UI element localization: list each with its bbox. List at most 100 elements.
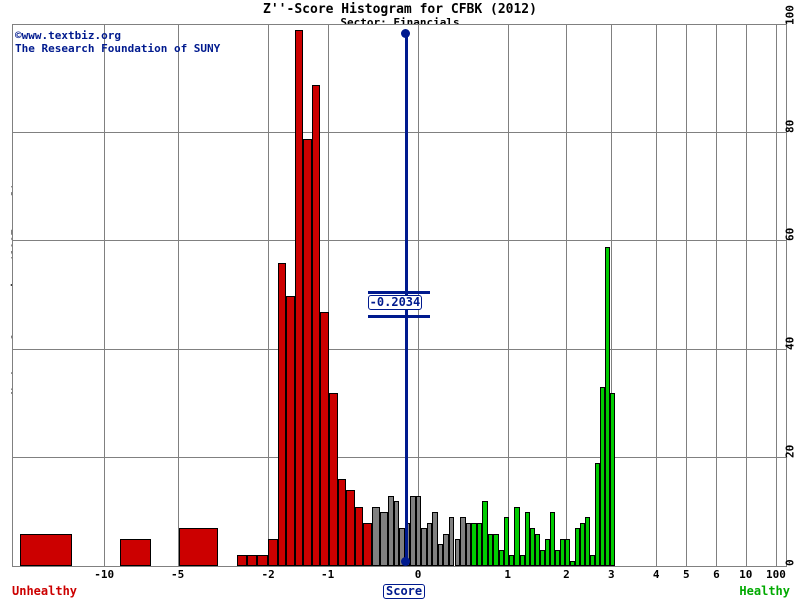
y-axis-tick-label: 60 bbox=[783, 228, 797, 242]
score-marker-dot-top bbox=[401, 29, 411, 38]
histogram-bar bbox=[346, 490, 355, 566]
histogram-bar bbox=[303, 138, 312, 566]
histogram-bar bbox=[329, 392, 338, 566]
y-axis-tick-label: 0 bbox=[783, 559, 797, 566]
gridline-horizontal bbox=[13, 348, 786, 350]
histogram-bar bbox=[574, 528, 580, 566]
gridline-vertical bbox=[268, 25, 270, 566]
histogram-bar bbox=[237, 555, 248, 566]
histogram-bar bbox=[585, 517, 591, 566]
y-axis-tick-label: 40 bbox=[783, 336, 797, 350]
histogram-bar bbox=[286, 295, 295, 566]
histogram-bar bbox=[277, 263, 287, 566]
score-marker-value-label: -0.2034 bbox=[367, 295, 423, 310]
histogram-bar bbox=[20, 533, 73, 566]
histogram-bar bbox=[487, 533, 494, 566]
gridline-vertical bbox=[177, 25, 179, 566]
histogram-bar bbox=[437, 544, 444, 566]
histogram-bar bbox=[257, 555, 268, 566]
unhealthy-zone-label: Unhealthy bbox=[12, 584, 78, 598]
x-axis-tick-label: 5 bbox=[682, 568, 690, 581]
y-axis-tick-label: 100 bbox=[783, 5, 797, 25]
gridline-horizontal bbox=[13, 240, 786, 242]
x-axis-tick-label: 1 bbox=[504, 568, 512, 581]
histogram-bar bbox=[559, 538, 565, 566]
y-axis-tick-label: 20 bbox=[783, 444, 797, 458]
histogram-bar bbox=[498, 549, 505, 566]
watermark-line-2: The Research Foundation of SUNY bbox=[15, 42, 221, 55]
x-axis-label: Score bbox=[383, 584, 426, 599]
histogram-bar bbox=[519, 555, 525, 566]
histogram-bar bbox=[410, 495, 416, 566]
gridline-vertical bbox=[104, 25, 106, 566]
histogram-bar bbox=[294, 30, 304, 566]
gridline-vertical bbox=[775, 25, 777, 566]
gridline-vertical bbox=[611, 25, 613, 566]
histogram-bar bbox=[554, 549, 560, 566]
histogram-bar bbox=[387, 495, 394, 566]
histogram-bar bbox=[363, 522, 372, 566]
histogram-bar bbox=[426, 522, 433, 566]
histogram-bar bbox=[371, 506, 380, 566]
histogram-bar bbox=[448, 517, 455, 566]
y-axis-tick-label: 80 bbox=[783, 119, 797, 134]
x-axis-tick-label: 4 bbox=[652, 568, 660, 581]
histogram-bar bbox=[443, 533, 449, 566]
histogram-bar bbox=[569, 560, 575, 566]
x-axis-tick-label: 3 bbox=[607, 568, 615, 581]
histogram-bar bbox=[393, 501, 400, 566]
histogram-bar bbox=[320, 311, 329, 566]
x-axis-tick-label: 100 bbox=[766, 568, 786, 581]
watermark: ©www.textbiz.org The Research Foundation… bbox=[15, 29, 220, 55]
gridline-horizontal bbox=[13, 456, 786, 458]
histogram-bar bbox=[504, 517, 510, 566]
histogram-bar bbox=[600, 387, 606, 566]
gridline-vertical bbox=[716, 25, 718, 566]
score-marker-bracket bbox=[367, 291, 430, 294]
histogram-bar bbox=[337, 479, 347, 566]
x-axis-tick-label: -2 bbox=[261, 568, 275, 581]
gridline-horizontal bbox=[13, 132, 786, 134]
histogram-bar bbox=[399, 528, 405, 566]
histogram-bar bbox=[529, 528, 535, 566]
healthy-zone-label: Healthy bbox=[739, 584, 790, 598]
score-marker-dot-bottom bbox=[401, 557, 411, 566]
histogram-bar bbox=[610, 392, 616, 566]
histogram-bar bbox=[549, 511, 555, 566]
histogram-bar bbox=[605, 246, 611, 566]
histogram-bar bbox=[493, 533, 499, 566]
histogram-bar bbox=[544, 538, 550, 566]
histogram-bar bbox=[311, 84, 321, 566]
histogram-bar bbox=[471, 522, 477, 566]
histogram-bar bbox=[514, 506, 520, 566]
x-axis-tick-label: 10 bbox=[739, 568, 753, 581]
x-axis-tick-label: 6 bbox=[713, 568, 720, 581]
histogram-bar bbox=[120, 538, 152, 566]
histogram-bar bbox=[476, 522, 483, 566]
histogram-bar bbox=[379, 511, 388, 566]
gridline-vertical bbox=[327, 25, 329, 566]
histogram-bar bbox=[482, 501, 488, 566]
gridline-vertical bbox=[566, 25, 568, 566]
histogram-bar bbox=[465, 522, 472, 566]
x-axis-tick-label: -5 bbox=[171, 568, 185, 581]
gridline-vertical bbox=[507, 25, 509, 566]
histogram-bar bbox=[539, 549, 545, 566]
histogram-bar bbox=[564, 538, 570, 566]
histogram-bar bbox=[432, 511, 438, 566]
histogram-bar bbox=[524, 511, 530, 566]
gridline-horizontal bbox=[13, 24, 786, 25]
x-axis-tick-label: -10 bbox=[94, 568, 115, 581]
gridline-vertical bbox=[686, 25, 688, 566]
histogram-bar bbox=[590, 555, 596, 566]
x-axis-tick-label: 0 bbox=[414, 568, 422, 581]
gridline-vertical bbox=[745, 25, 747, 566]
histogram-bar bbox=[509, 555, 515, 566]
chart-title: Z''-Score Histogram for CFBK (2012) bbox=[263, 2, 537, 17]
histogram-bar bbox=[267, 538, 278, 566]
score-marker-bracket bbox=[367, 315, 430, 318]
watermark-line-1: ©www.textbiz.org bbox=[15, 29, 121, 42]
x-axis-tick-label: -1 bbox=[320, 568, 335, 581]
x-axis-tick-label: 2 bbox=[563, 568, 570, 581]
